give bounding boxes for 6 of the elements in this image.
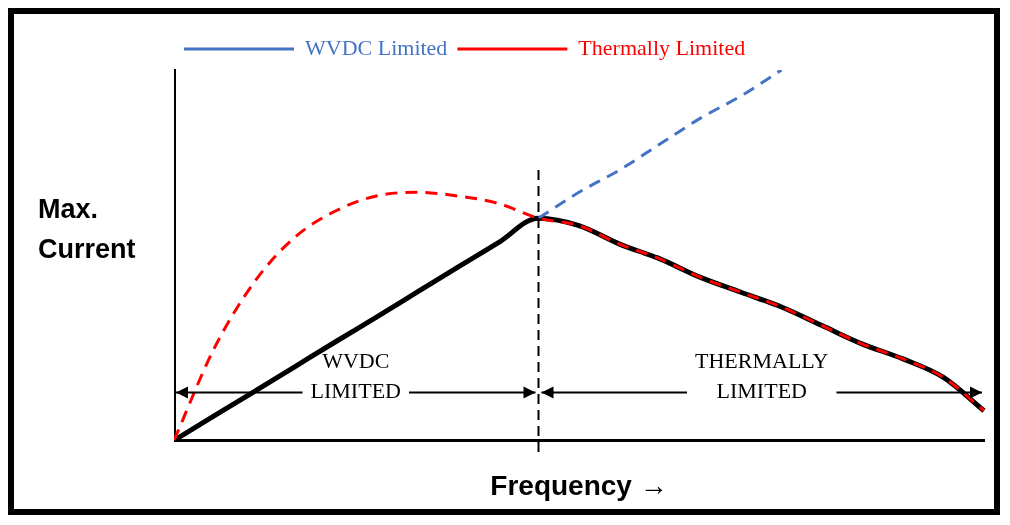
legend-label: WVDC Limited	[305, 34, 448, 60]
legend-label: Thermally Limited	[578, 34, 746, 60]
x-axis-title: Frequency →	[490, 469, 668, 501]
annotation: THERMALLY LIMITED	[695, 348, 829, 404]
y-axis-title: Max. Current	[38, 193, 136, 266]
annotation: WVDC LIMITED	[310, 348, 401, 404]
